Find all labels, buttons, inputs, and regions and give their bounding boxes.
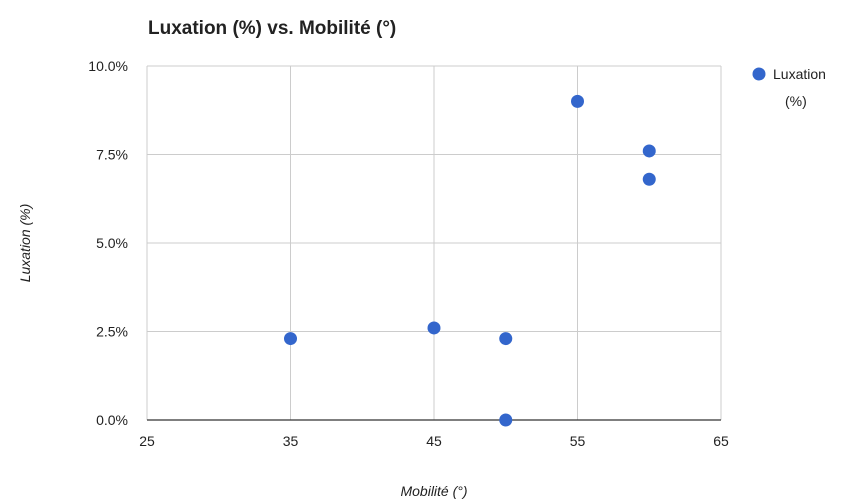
y-axis-tick-labels: 0.0% 2.5% 5.0% 7.5% 10.0%: [88, 58, 128, 428]
data-point[interactable]: [499, 332, 513, 346]
y-tick-label: 0.0%: [96, 412, 128, 428]
chart-title: Luxation (%) vs. Mobilité (°): [148, 18, 396, 39]
data-point[interactable]: [642, 172, 656, 186]
y-axis-title: Luxation (%): [17, 204, 33, 283]
y-tick-label: 2.5%: [96, 324, 128, 340]
data-point[interactable]: [427, 321, 441, 335]
x-tick-label: 55: [570, 433, 586, 449]
data-points: [284, 94, 656, 427]
x-axis-tick-labels: 25 35 45 55 65: [139, 433, 729, 449]
legend[interactable]: Luxation (%): [752, 66, 826, 109]
y-tick-label: 5.0%: [96, 235, 128, 251]
legend-marker: [752, 67, 766, 81]
x-tick-label: 45: [426, 433, 442, 449]
data-point[interactable]: [571, 94, 584, 108]
x-tick-label: 25: [139, 433, 155, 449]
grid-layer: [146, 65, 722, 421]
data-point[interactable]: [284, 332, 297, 346]
x-tick-label: 35: [283, 433, 299, 449]
y-tick-label: 7.5%: [96, 147, 128, 163]
legend-label-line-2: (%): [785, 93, 807, 109]
y-tick-label: 10.0%: [88, 58, 128, 74]
legend-label-line-1: Luxation: [773, 66, 826, 82]
data-point[interactable]: [642, 144, 656, 158]
x-axis-title: Mobilité (°): [400, 483, 467, 499]
x-tick-label: 65: [713, 433, 729, 449]
data-point[interactable]: [499, 413, 513, 427]
